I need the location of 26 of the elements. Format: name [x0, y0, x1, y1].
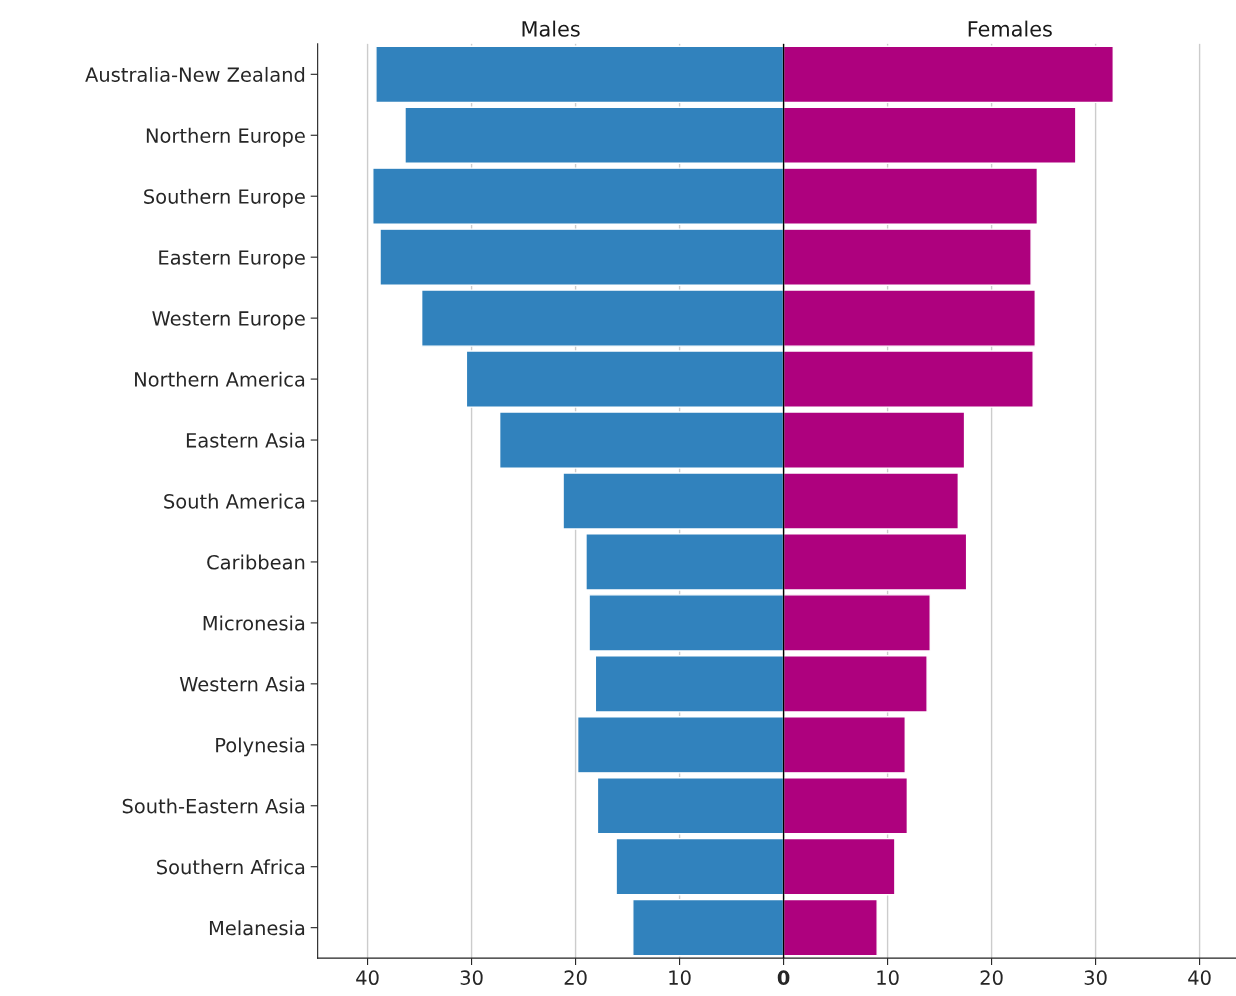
y-tick-label: Caribbean — [207, 554, 305, 570]
y-tick-label: Eastern Europe — [159, 250, 305, 269]
x-tick-label: 10 — [669, 970, 691, 986]
x-tick-label: 20 — [564, 970, 587, 986]
y-tick-label: South America — [164, 493, 305, 509]
x-tick-label: 20 — [980, 970, 1003, 986]
y-tick-label: Australia-New Zealand — [85, 66, 305, 82]
y-tick-label: Northern America — [135, 371, 305, 387]
series-label: Males — [522, 20, 580, 37]
y-tick-label: Western Europe — [152, 311, 305, 330]
x-tick-label: 30 — [1084, 970, 1107, 986]
y-tick-label: Melanesia — [209, 920, 305, 936]
y-tick-label: Micronesia — [203, 615, 305, 631]
series-label: Females — [968, 20, 1052, 37]
y-tick-label: Southern Africa — [157, 859, 305, 875]
y-tick-label: Southern Europe — [144, 188, 305, 208]
y-tick-label: Eastern Asia — [186, 432, 305, 448]
x-tick-label: 10 — [877, 970, 899, 986]
x-tick-label: 30 — [460, 970, 483, 986]
y-tick-label: Northern Europe — [146, 127, 305, 147]
x-tick-label: 40 — [356, 970, 379, 986]
x-tick-label: 40 — [1188, 970, 1211, 986]
y-tick-label: Polynesia — [216, 737, 305, 757]
y-tick-label: South-Eastern Asia — [122, 798, 305, 814]
x-tick-label: 0 — [777, 970, 790, 986]
y-tick-label: Western Asia — [179, 676, 305, 692]
